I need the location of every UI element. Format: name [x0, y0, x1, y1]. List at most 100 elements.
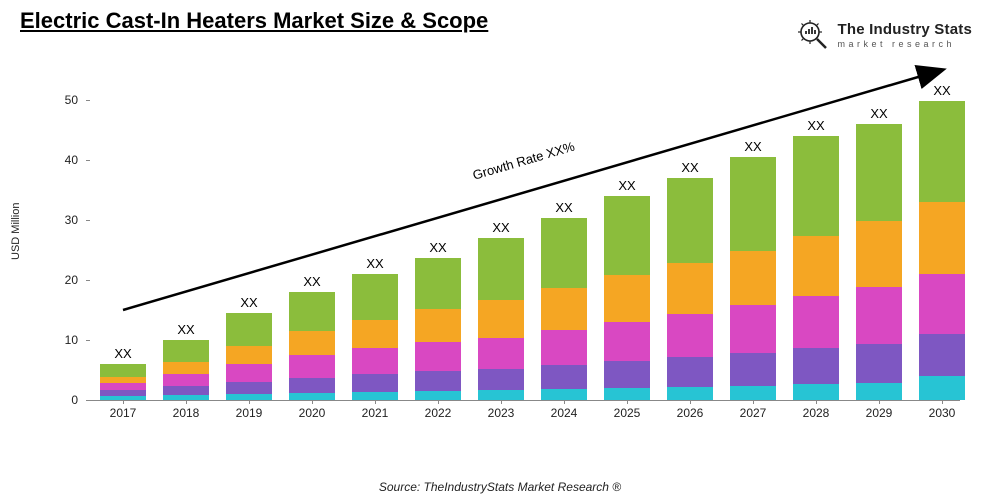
x-tick-mark: [879, 400, 880, 404]
bar-segment: [667, 263, 713, 314]
x-tick-label: 2027: [740, 406, 767, 420]
gear-magnifier-icon: [796, 18, 830, 52]
bar-value-label: XX: [240, 295, 257, 310]
bar-segment: [289, 393, 335, 400]
bar-segment: [856, 124, 902, 221]
x-tick-mark: [123, 400, 124, 404]
bar-segment: [856, 221, 902, 287]
bar-segment: [352, 392, 398, 400]
bar-segment: [100, 390, 146, 396]
chart-plot-area: 01020304050XX2017XX2018XX2019XX2020XX202…: [70, 60, 970, 430]
logo-text-main: The Industry Stats: [838, 22, 972, 37]
x-tick-mark: [816, 400, 817, 404]
bar-group: [667, 70, 713, 400]
bar-segment: [667, 357, 713, 387]
bar-group: [163, 70, 209, 400]
bar-segment: [478, 238, 524, 300]
bar-segment: [478, 369, 524, 391]
bar-group: [478, 70, 524, 400]
bar-segment: [919, 274, 965, 334]
y-tick-label: 50: [48, 93, 78, 107]
x-tick-mark: [249, 400, 250, 404]
bar-segment: [478, 300, 524, 337]
bar-segment: [541, 330, 587, 365]
y-tick-label: 20: [48, 273, 78, 287]
y-axis-label: USD Million: [10, 203, 22, 260]
bar-value-label: XX: [807, 118, 824, 133]
bar-segment: [541, 389, 587, 400]
x-tick-label: 2021: [362, 406, 389, 420]
bar-group: [415, 70, 461, 400]
x-tick-label: 2018: [173, 406, 200, 420]
bar-segment: [919, 334, 965, 376]
brand-logo: The Industry Stats market research: [796, 18, 972, 52]
x-tick-label: 2022: [425, 406, 452, 420]
bar-segment: [856, 383, 902, 400]
bar-value-label: XX: [555, 200, 572, 215]
x-tick-mark: [375, 400, 376, 404]
x-tick-mark: [690, 400, 691, 404]
x-tick-label: 2024: [551, 406, 578, 420]
bar-segment: [793, 236, 839, 296]
y-tick-mark: [86, 100, 90, 101]
bar-segment: [415, 258, 461, 310]
bar-segment: [415, 342, 461, 371]
bar-segment: [667, 178, 713, 263]
x-tick-label: 2017: [110, 406, 137, 420]
bar-segment: [919, 101, 965, 202]
bar-segment: [541, 218, 587, 289]
bar-value-label: XX: [870, 106, 887, 121]
bar-segment: [793, 136, 839, 236]
x-tick-label: 2029: [866, 406, 893, 420]
logo-text-sub: market research: [838, 40, 972, 49]
y-tick-mark: [86, 400, 90, 401]
bar-value-label: XX: [366, 256, 383, 271]
x-tick-mark: [564, 400, 565, 404]
bar-segment: [541, 288, 587, 330]
bar-segment: [793, 384, 839, 400]
x-tick-label: 2030: [929, 406, 956, 420]
bar-segment: [163, 374, 209, 386]
bar-segment: [604, 388, 650, 400]
bar-segment: [100, 364, 146, 377]
x-tick-mark: [942, 400, 943, 404]
bar-group: [289, 70, 335, 400]
bar-segment: [604, 322, 650, 361]
x-tick-label: 2028: [803, 406, 830, 420]
bar-segment: [226, 382, 272, 394]
bar-value-label: XX: [681, 160, 698, 175]
bar-segment: [604, 361, 650, 388]
x-tick-mark: [312, 400, 313, 404]
bar-group: [919, 70, 965, 400]
bar-segment: [478, 338, 524, 369]
bar-segment: [226, 364, 272, 382]
bar-segment: [667, 314, 713, 357]
bar-value-label: XX: [429, 240, 446, 255]
bar-segment: [352, 374, 398, 392]
bar-segment: [730, 386, 776, 400]
bar-group: [604, 70, 650, 400]
bar-segment: [730, 305, 776, 353]
x-tick-label: 2026: [677, 406, 704, 420]
y-tick-mark: [86, 220, 90, 221]
bar-segment: [163, 340, 209, 362]
bar-segment: [730, 353, 776, 386]
y-tick-label: 10: [48, 333, 78, 347]
chart-title: Electric Cast-In Heaters Market Size & S…: [20, 8, 488, 34]
bar-group: [730, 70, 776, 400]
bar-segment: [352, 274, 398, 320]
bar-segment: [226, 313, 272, 346]
bar-group: [352, 70, 398, 400]
bar-segment: [793, 296, 839, 349]
bar-segment: [541, 365, 587, 389]
bar-segment: [289, 331, 335, 355]
bar-value-label: XX: [177, 322, 194, 337]
bar-segment: [415, 371, 461, 391]
bar-segment: [919, 376, 965, 400]
bar-segment: [100, 383, 146, 390]
bar-segment: [667, 387, 713, 400]
x-tick-mark: [753, 400, 754, 404]
bar-segment: [415, 391, 461, 400]
x-tick-mark: [186, 400, 187, 404]
bar-segment: [793, 348, 839, 384]
